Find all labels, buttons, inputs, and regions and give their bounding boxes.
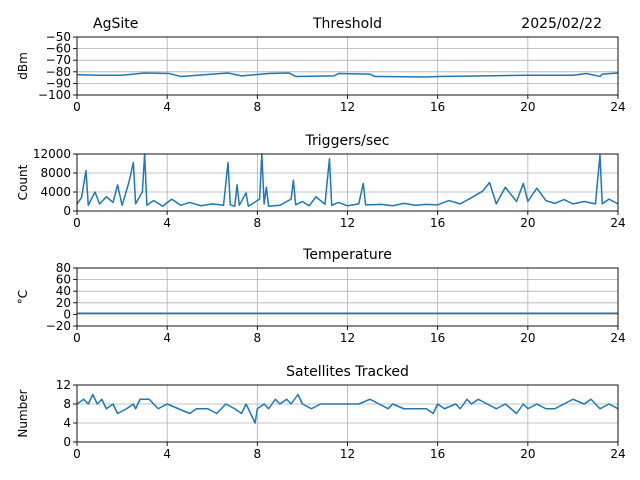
panel-2: 0 4 8 12 16 20 24 0 4000 8000 12000 Triggers/sec Cou… [16,133,626,230]
x-tick-label: 20 [520,331,535,345]
x-tick-label: 24 [610,331,625,345]
x-tick-label: 16 [430,216,445,230]
x-tick-label: 24 [610,447,625,461]
x-tick-label: 8 [254,216,262,230]
panel-title: Triggers/sec [305,133,390,149]
panel-1: 0 4 8 12 16 20 24 −100−90−80−70−60−50 Threshold d… [16,16,626,114]
x-tick-label: 4 [163,331,171,345]
x-tick-label: 0 [73,100,81,114]
x-tick-label: 24 [610,100,625,114]
y-tick-label: 0 [63,307,71,321]
date-label: 2025/02/22 [521,16,602,32]
x-tick-label: 20 [520,447,535,461]
panel-4: 0 4 8 12 16 20 24 0 4 8 12 Satellites Tracked Number [16,364,626,461]
y-axis-label: Count [16,164,30,200]
x-tick-label: 20 [520,100,535,114]
y-axis-label: °C [16,290,30,304]
y-tick-label: 8 [63,397,71,411]
y-tick-label: −60 [46,42,71,56]
y-axis-label: Number [16,389,30,437]
y-tick-label: 12 [56,378,71,392]
x-tick-label: 4 [163,216,171,230]
x-tick-label: 20 [520,216,535,230]
y-tick-label: −50 [46,30,71,44]
panel-title: Temperature [302,247,392,263]
y-tick-label: 4 [63,416,71,430]
y-tick-label: 60 [56,273,71,287]
y-tick-label: 20 [56,296,71,310]
x-tick-label: 24 [610,216,625,230]
x-tick-label: 16 [430,447,445,461]
series-line [76,153,619,207]
x-tick-label: 4 [163,100,171,114]
x-tick-label: 12 [340,100,355,114]
y-tick-label: 8000 [40,166,71,180]
x-tick-label: 4 [163,447,171,461]
x-tick-label: 12 [340,447,355,461]
y-tick-label: 12000 [33,147,71,161]
x-tick-label: 16 [430,331,445,345]
y-tick-label: −80 [46,65,71,79]
series-line [76,393,619,424]
site-label: AgSite [93,16,138,32]
x-tick-label: 0 [73,447,81,461]
x-tick-label: 12 [340,216,355,230]
y-tick-label: 80 [56,261,71,275]
panel-title: Satellites Tracked [286,364,409,380]
x-tick-label: 0 [73,331,81,345]
x-tick-label: 8 [254,331,262,345]
x-tick-label: 12 [340,331,355,345]
y-axis-label: dBm [16,52,30,80]
y-tick-label: 40 [56,284,71,298]
y-tick-label: −70 [46,53,71,67]
y-tick-label: −90 [46,76,71,90]
panel-title: Threshold [312,16,382,32]
y-tick-label: 0 [63,435,71,449]
y-tick-label: 0 [63,204,71,218]
series-line [76,72,619,78]
x-tick-label: 0 [73,216,81,230]
y-tick-label: −100 [38,88,71,102]
x-tick-label: 8 [254,100,262,114]
x-tick-label: 16 [430,100,445,114]
x-tick-label: 8 [254,447,262,461]
y-tick-label: −20 [46,319,71,333]
y-tick-label: 4000 [40,185,71,199]
